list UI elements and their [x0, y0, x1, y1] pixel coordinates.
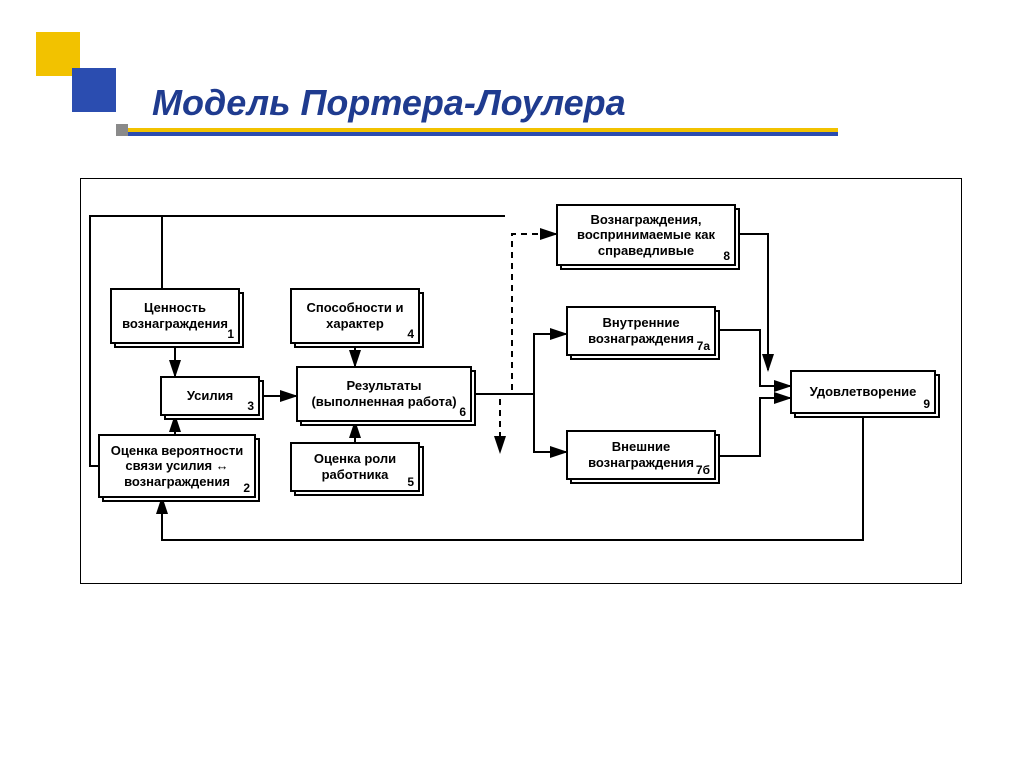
deco-blue-square — [72, 68, 116, 112]
box-b7b: Внешние вознаграждения7б — [566, 430, 716, 480]
title-accent-square — [116, 124, 128, 136]
box-b3: Усилия3 — [160, 376, 260, 416]
box-number: 2 — [243, 481, 250, 495]
box-b5: Оценка роли работника5 — [290, 442, 420, 492]
box-number: 8 — [723, 249, 730, 263]
box-label: Вознаграждения, воспринимаемые как справ… — [558, 206, 734, 264]
box-label: Результаты (выполненная работа) — [298, 368, 470, 420]
box-label: Способности и характер — [292, 290, 418, 342]
box-number: 4 — [407, 327, 414, 341]
box-number: 6 — [459, 405, 466, 419]
box-label: Ценность вознаграждения — [112, 290, 238, 342]
box-label: Усилия — [162, 378, 258, 414]
box-b7a: Внутренние вознаграждения7а — [566, 306, 716, 356]
title-underline-blue — [118, 132, 838, 136]
box-number: 7а — [697, 339, 710, 353]
box-label: Удовлетворение — [792, 372, 934, 412]
box-label: Оценка роли работника — [292, 444, 418, 490]
box-label: Внутренние вознаграждения — [568, 308, 714, 354]
box-b6: Результаты (выполненная работа)6 — [296, 366, 472, 422]
box-number: 1 — [227, 327, 234, 341]
box-label: Внешние вознаграждения — [568, 432, 714, 478]
box-number: 7б — [696, 463, 710, 477]
box-number: 9 — [923, 397, 930, 411]
box-b1: Ценность вознаграждения1 — [110, 288, 240, 344]
slide: Модель Портера-Лоулера Ценность вознагра… — [0, 0, 1024, 767]
box-b9: Удовлетворение9 — [790, 370, 936, 414]
box-b8: Вознаграждения, воспринимаемые как справ… — [556, 204, 736, 266]
box-number: 5 — [407, 475, 414, 489]
box-number: 3 — [247, 399, 254, 413]
box-label: Оценка вероятности связи усилия ↔ вознаг… — [100, 436, 254, 496]
box-b4: Способности и характер4 — [290, 288, 420, 344]
slide-title: Модель Портера-Лоулера — [152, 82, 626, 124]
box-b2: Оценка вероятности связи усилия ↔ вознаг… — [98, 434, 256, 498]
